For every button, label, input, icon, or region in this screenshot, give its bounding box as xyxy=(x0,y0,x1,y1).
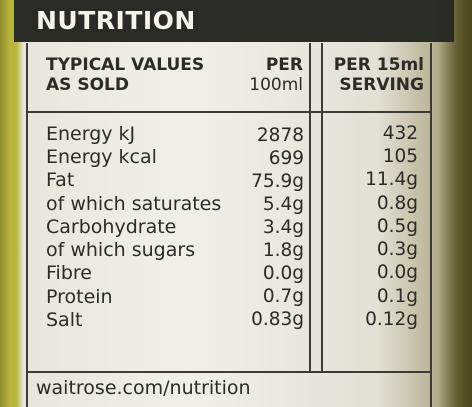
row-label: Energy kcal xyxy=(46,146,157,168)
header-per-100ml-line2: 100ml xyxy=(249,75,303,95)
row-label: Fat xyxy=(46,169,75,191)
header-per-100ml-line1: PER xyxy=(265,55,303,75)
row-label: Carbohydrate xyxy=(46,216,177,238)
row-label: Salt xyxy=(46,309,83,331)
row-serving: 0.12g xyxy=(365,309,418,330)
row-per100: 5.4g xyxy=(262,194,304,215)
header-per-serving-line2: SERVING xyxy=(339,75,424,95)
column-divider-2 xyxy=(321,43,323,373)
table-bottom-rule xyxy=(28,371,430,373)
row-serving: 11.4g xyxy=(365,169,418,190)
row-per100: 75.9g xyxy=(251,171,304,192)
row-label: of which saturates xyxy=(46,193,222,215)
nutrition-title: NUTRITION xyxy=(36,6,196,35)
row-label: Protein xyxy=(46,286,113,308)
header-per-serving: PER 15ml SERVING xyxy=(328,55,424,95)
row-per100: 0.0g xyxy=(262,263,304,284)
nutrition-website: waitrose.com/nutrition xyxy=(36,377,251,399)
row-serving: 0.8g xyxy=(376,193,418,214)
row-label: Fibre xyxy=(46,262,92,284)
row-per100: 0.7g xyxy=(262,286,304,307)
row-per100: 0.83g xyxy=(251,309,304,330)
row-serving: 0.3g xyxy=(376,239,418,260)
row-per100: 1.8g xyxy=(262,240,304,261)
column-divider-1 xyxy=(309,43,311,373)
header-typical-values: TYPICAL VALUES AS SOLD xyxy=(46,55,204,95)
row-serving: 0.5g xyxy=(376,216,418,237)
row-serving: 432 xyxy=(382,123,418,144)
row-per100: 3.4g xyxy=(262,217,304,238)
bottle-curve-shadow xyxy=(432,0,472,407)
nutrition-header-band: NUTRITION xyxy=(14,0,454,42)
row-per100: 699 xyxy=(268,148,304,169)
row-label: of which sugars xyxy=(46,239,196,261)
header-typical-values-line1: TYPICAL VALUES xyxy=(46,55,205,75)
header-rule xyxy=(28,111,430,113)
row-serving: 105 xyxy=(382,146,418,167)
row-per100: 2878 xyxy=(256,125,304,146)
header-typical-values-line2: AS SOLD xyxy=(46,75,129,95)
header-per-100ml: PER 100ml xyxy=(233,55,303,95)
row-serving: 0.1g xyxy=(376,286,418,307)
row-serving: 0.0g xyxy=(376,262,418,283)
nutrition-table: TYPICAL VALUES AS SOLD PER 100ml PER 15m… xyxy=(26,43,432,407)
header-per-serving-line1: PER 15ml xyxy=(333,55,424,75)
row-label: Energy kJ xyxy=(46,123,136,145)
